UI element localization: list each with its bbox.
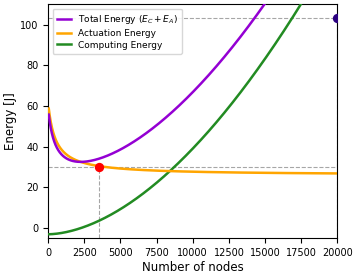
- X-axis label: Number of nodes: Number of nodes: [142, 261, 243, 274]
- Point: [335, 16, 340, 21]
- Point: [96, 165, 101, 169]
- Legend: Total Energy ($E_C + E_A$), Actuation Energy, Computing Energy: Total Energy ($E_C + E_A$), Actuation En…: [52, 9, 182, 54]
- Y-axis label: Energy [J]: Energy [J]: [4, 92, 17, 150]
